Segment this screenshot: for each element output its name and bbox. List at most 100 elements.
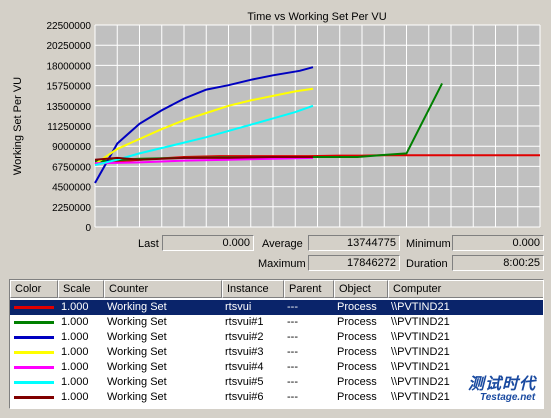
cell-parent: --- [287,331,298,343]
color-swatch [14,336,54,339]
cell-computer: \\PVTIND21 [391,301,450,313]
table-row[interactable]: 1.000 Working Set rtsvui#1 --- Process \\PVTI… [10,315,543,330]
cell-scale: 1.000 [61,316,89,328]
chart-title: Time vs Working Set Per VU [247,11,386,23]
cell-parent: --- [287,346,298,358]
statistics-bar: Last 0.000 Average 13744775 Minimum 0.00… [0,232,551,276]
cell-instance: rtsvui [225,301,252,313]
cell-parent: --- [287,376,298,388]
average-label: Average [262,238,303,250]
color-swatch [14,351,54,354]
cell-instance: rtsvui#6 [225,391,264,403]
header-computer[interactable]: Computer [388,280,543,298]
color-swatch [14,321,54,324]
y-tick-label: 4500000 [52,183,91,194]
y-tick-label: 2250000 [52,203,91,214]
table-row[interactable]: 1.000 Working Set rtsvui#2 --- Process \\PVTI… [10,330,543,345]
cell-object: Process [337,391,377,403]
counter-list[interactable]: Color Scale Counter Instance Parent Obje… [9,279,544,409]
series-line-2 [94,66,314,184]
cell-scale: 1.000 [61,301,89,313]
header-color[interactable]: Color [10,280,58,298]
maximum-value: 17846272 [308,255,400,271]
cell-counter: Working Set [107,361,167,373]
series-line-5 [94,104,314,167]
table-row[interactable]: 1.000 Working Set rtsvui#4 --- Process \\PVTI… [10,360,543,375]
last-value: 0.000 [162,235,254,251]
cell-parent: --- [287,361,298,373]
y-tick-label: 13500000 [47,102,92,113]
y-tick-label: 0 [85,223,91,232]
cell-instance: rtsvui#1 [225,316,264,328]
series-line-3 [94,87,314,166]
cell-counter: Working Set [107,301,167,313]
cell-object: Process [337,376,377,388]
cell-computer: \\PVTIND21 [391,331,450,343]
cell-parent: --- [287,316,298,328]
minimum-label: Minimum [406,238,451,250]
header-scale[interactable]: Scale [58,280,104,298]
cell-counter: Working Set [107,316,167,328]
cell-parent: --- [287,391,298,403]
cell-object: Process [337,331,377,343]
cell-instance: rtsvui#2 [225,331,264,343]
color-swatch [14,396,54,399]
y-tick-label: 20250000 [47,41,92,52]
color-swatch [14,306,54,309]
watermark-chinese-text: 测试时代 [468,376,537,393]
cell-computer: \\PVTIND21 [391,316,450,328]
cell-counter: Working Set [107,376,167,388]
series-line-6 [94,156,313,161]
table-row[interactable]: 1.000 Working Set rtsvui --- Process \\PVTIND… [10,299,543,316]
working-set-chart: Time vs Working Set Per VU Working Set P… [12,11,541,232]
cell-computer: \\PVTIND21 [391,391,450,403]
cell-counter: Working Set [107,346,167,358]
y-tick-label: 22500000 [47,21,92,32]
testage-watermark-logo: 测试时代 Testage.net [462,370,546,412]
cell-scale: 1.000 [61,346,89,358]
table-row[interactable]: 1.000 Working Set rtsvui#3 --- Process \\PVTI… [10,345,543,360]
table-row[interactable]: 1.000 Working Set rtsvui#5 --- Process \\PVTI… [10,375,543,390]
header-instance[interactable]: Instance [222,280,284,298]
y-tick-label: 18000000 [47,61,92,72]
watermark-english-text: Testage.net [480,392,536,403]
header-counter[interactable]: Counter [104,280,222,298]
last-label: Last [138,238,159,250]
cell-computer: \\PVTIND21 [391,346,450,358]
y-axis-label: Working Set Per VU [12,77,24,175]
color-swatch [14,366,54,369]
cell-object: Process [337,346,377,358]
y-tick-label: 15750000 [47,82,92,93]
cell-scale: 1.000 [61,361,89,373]
color-swatch [14,381,54,384]
y-tick-label: 9000000 [52,142,91,153]
cell-object: Process [337,301,377,313]
y-tick-label: 11250000 [47,122,91,133]
average-value: 13744775 [308,235,400,251]
table-row[interactable]: 1.000 Working Set rtsvui#6 --- Process \\PVTI… [10,390,543,405]
cell-computer: \\PVTIND21 [391,361,450,373]
series-line-4 [94,156,314,165]
cell-instance: rtsvui#3 [225,346,264,358]
chart-panel: Time vs Working Set Per VU Working Set P… [12,11,541,232]
cell-scale: 1.000 [61,391,89,403]
duration-label: Duration [406,258,448,270]
maximum-label: Maximum [258,258,306,270]
counter-list-header: Color Scale Counter Instance Parent Obje… [10,280,543,298]
cell-computer: \\PVTIND21 [391,376,450,388]
y-tick-label: 6750000 [52,162,91,173]
cell-instance: rtsvui#5 [225,376,264,388]
header-object[interactable]: Object [334,280,388,298]
cell-scale: 1.000 [61,331,89,343]
minimum-value: 0.000 [452,235,544,251]
cell-object: Process [337,361,377,373]
duration-value: 8:00:25 [452,255,544,271]
cell-counter: Working Set [107,391,167,403]
cell-counter: Working Set [107,331,167,343]
cell-object: Process [337,316,377,328]
cell-instance: rtsvui#4 [225,361,264,373]
cell-scale: 1.000 [61,376,89,388]
header-parent[interactable]: Parent [284,280,334,298]
cell-parent: --- [287,301,298,313]
